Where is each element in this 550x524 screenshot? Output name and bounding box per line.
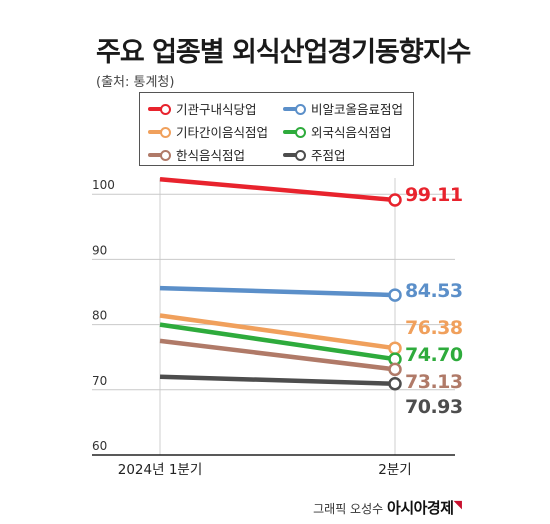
series-line bbox=[159, 374, 396, 386]
legend-marker bbox=[148, 126, 172, 138]
data-label: 73.13 bbox=[405, 371, 463, 393]
brand-mark-icon: ◥ bbox=[453, 498, 462, 511]
legend-item: 기타간이음식점업 bbox=[148, 122, 268, 141]
legend: 기관구내식당업 기타간이음식점업 한식음식점업 비알코올음료점업 외국식음식점업… bbox=[139, 92, 414, 166]
x-tick-label: 2024년 1분기 bbox=[118, 462, 203, 478]
y-tick-label: 60 bbox=[92, 439, 107, 453]
credit: 그래픽 오성수 아시아경제◥ bbox=[313, 497, 462, 518]
data-label: 76.38 bbox=[405, 317, 463, 339]
data-point bbox=[388, 362, 402, 377]
data-point bbox=[388, 193, 402, 207]
data-label: 70.93 bbox=[405, 396, 463, 418]
legend-label: 주점업 bbox=[311, 148, 346, 163]
data-label: 74.70 bbox=[405, 344, 463, 366]
brand-logo: 아시아경제 bbox=[387, 499, 454, 517]
data-label: 84.53 bbox=[405, 280, 463, 302]
data-point bbox=[388, 341, 402, 355]
legend-label: 외국식음식점업 bbox=[311, 125, 392, 140]
series-line bbox=[159, 338, 396, 372]
legend-item: 기관구내식당업 bbox=[148, 99, 257, 118]
credit-text: 그래픽 오성수 bbox=[313, 502, 384, 516]
data-point bbox=[388, 376, 402, 391]
data-point bbox=[388, 288, 402, 302]
y-tick-label: 70 bbox=[92, 374, 107, 388]
legend-item: 비알코올음료점업 bbox=[283, 99, 403, 118]
source-note: (출처: 통계청) bbox=[96, 75, 175, 90]
data-label: 99.11 bbox=[405, 184, 463, 206]
legend-marker bbox=[283, 149, 307, 161]
chart-title: 주요 업종별 외식산업경기동향지수 bbox=[96, 37, 471, 68]
legend-label: 한식음식점업 bbox=[176, 148, 246, 163]
legend-marker bbox=[148, 149, 172, 161]
legend-label: 기관구내식당업 bbox=[176, 102, 257, 117]
y-tick-label: 100 bbox=[92, 178, 115, 192]
legend-marker bbox=[283, 126, 307, 138]
legend-item: 주점업 bbox=[283, 145, 346, 164]
series-line bbox=[159, 285, 396, 298]
series-line bbox=[159, 313, 396, 351]
legend-label: 비알코올음료점업 bbox=[311, 102, 404, 117]
y-tick-label: 80 bbox=[92, 309, 107, 323]
legend-marker bbox=[148, 103, 172, 115]
legend-label: 기타간이음식점업 bbox=[176, 125, 269, 140]
legend-marker bbox=[283, 103, 307, 115]
series-line bbox=[159, 322, 396, 362]
series-line bbox=[159, 176, 396, 203]
legend-item: 외국식음식점업 bbox=[283, 122, 392, 141]
x-tick-label: 2분기 bbox=[378, 462, 411, 478]
y-tick-label: 90 bbox=[92, 243, 107, 257]
legend-item: 한식음식점업 bbox=[148, 145, 245, 164]
